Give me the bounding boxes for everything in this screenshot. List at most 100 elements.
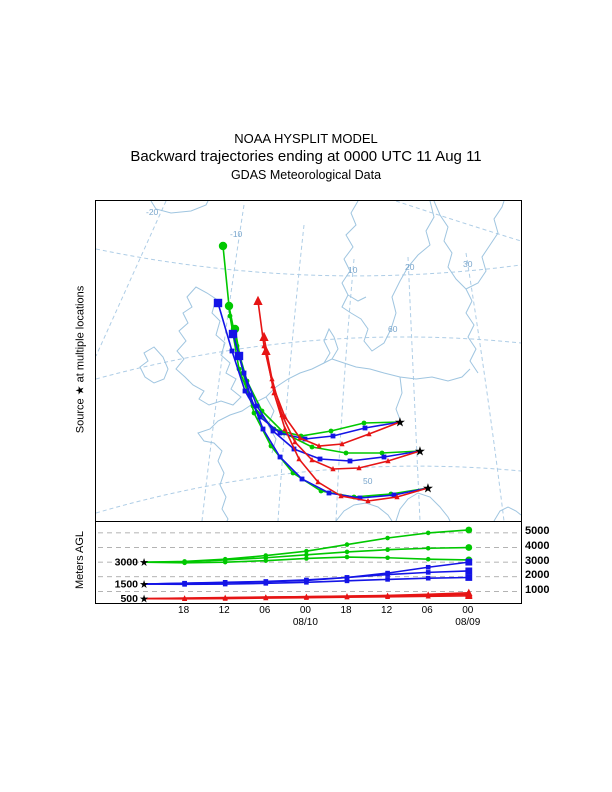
triangle-marker bbox=[259, 331, 269, 341]
triangle-marker bbox=[261, 345, 271, 355]
square-marker bbox=[391, 492, 397, 498]
triangle-marker bbox=[222, 595, 228, 601]
square-marker bbox=[260, 426, 266, 432]
height-profile-panel: 3000 ★ 1500 ★ 500 ★ bbox=[95, 521, 522, 604]
graticule-label: 20 bbox=[405, 262, 415, 272]
triangle-marker bbox=[303, 594, 309, 600]
start-height-label: 500 bbox=[120, 593, 138, 603]
met-data-label: GDAS Meteorological Data bbox=[230, 168, 382, 182]
triangle-marker bbox=[365, 498, 371, 504]
source-star-icon: ★ bbox=[139, 556, 149, 569]
square-marker bbox=[362, 425, 368, 431]
profile-x-axis: 18 12 06 00 18 12 06 00 08/10 08/09 bbox=[95, 605, 535, 633]
square-marker bbox=[228, 329, 238, 339]
square-marker bbox=[425, 564, 431, 570]
trajectory-subtitle: Backward trajectories ending at 0000 UTC… bbox=[130, 148, 482, 165]
source-star-icon: ★ bbox=[139, 578, 149, 591]
x-date-label: 08/10 bbox=[292, 617, 318, 628]
x-tick-label: 18 bbox=[340, 605, 352, 616]
square-marker bbox=[247, 392, 253, 398]
graticule-label: -10 bbox=[230, 229, 243, 239]
square-marker bbox=[270, 428, 276, 434]
triangle-marker bbox=[338, 493, 344, 499]
triangle-marker bbox=[316, 443, 322, 449]
trajectories-layer: ★ ★ ★ bbox=[213, 241, 434, 504]
circle-marker bbox=[328, 428, 334, 434]
square-marker bbox=[465, 567, 473, 575]
source-star-icon: ★ bbox=[139, 593, 149, 603]
triangle-marker bbox=[297, 435, 303, 441]
circle-marker bbox=[425, 530, 431, 536]
square-marker bbox=[242, 388, 248, 394]
circle-marker bbox=[224, 301, 234, 311]
square-marker bbox=[465, 558, 473, 566]
trajectory-map: ★ ★ ★ -20 -10 10 20 30 60 50 bbox=[96, 201, 521, 521]
triangle-marker bbox=[385, 458, 391, 464]
square-marker bbox=[257, 414, 263, 420]
square-marker bbox=[347, 458, 353, 464]
source-star-icon: ★ bbox=[422, 482, 434, 497]
graticule-label: 60 bbox=[388, 324, 398, 334]
source-star-icon: ★ bbox=[414, 445, 426, 460]
circle-marker bbox=[465, 526, 473, 534]
circle-marker bbox=[344, 554, 350, 560]
circle-marker bbox=[385, 555, 390, 561]
title-block: NOAA HYSPLIT MODEL Backward trajectories… bbox=[0, 131, 612, 182]
source-star-icon: ★ bbox=[394, 416, 406, 431]
profile-y-axis-label: Meters AGL bbox=[74, 530, 86, 590]
right-axis-label: 2000 bbox=[525, 569, 550, 582]
x-date-label: 08/09 bbox=[455, 617, 481, 628]
height-profile-plot: 3000 ★1500 ★500 ★ bbox=[98, 526, 519, 603]
triangle-marker bbox=[394, 494, 400, 500]
square-marker bbox=[425, 570, 431, 575]
square-marker bbox=[344, 575, 350, 580]
circle-marker bbox=[251, 410, 257, 416]
square-marker bbox=[425, 575, 431, 581]
circle-marker bbox=[343, 450, 349, 456]
square-marker bbox=[222, 581, 228, 587]
model-title: NOAA HYSPLIT MODEL bbox=[234, 131, 378, 146]
graticule-label: 10 bbox=[348, 265, 358, 275]
triangle-marker bbox=[425, 593, 431, 599]
square-marker bbox=[254, 403, 260, 409]
circle-marker bbox=[425, 545, 431, 551]
circle-marker bbox=[344, 542, 350, 547]
triangle-marker bbox=[339, 441, 345, 447]
square-marker bbox=[234, 351, 244, 361]
circle-marker bbox=[218, 241, 228, 251]
trajectory-map-panel: ★ ★ ★ -20 -10 10 20 30 60 50 bbox=[95, 200, 522, 522]
map-y-axis-label: Source ★ at multiple locations bbox=[74, 285, 87, 434]
square-marker bbox=[465, 574, 473, 581]
x-tick-label: 06 bbox=[259, 605, 271, 616]
triangle-marker bbox=[315, 479, 321, 485]
square-marker bbox=[263, 581, 269, 586]
triangle-marker bbox=[182, 595, 188, 602]
triangle-marker bbox=[309, 457, 315, 463]
triangle-marker bbox=[344, 594, 350, 600]
square-marker bbox=[213, 298, 223, 308]
circle-marker bbox=[222, 559, 228, 565]
circle-marker bbox=[182, 560, 187, 566]
triangle-marker bbox=[296, 456, 302, 462]
triangle-marker bbox=[356, 465, 362, 471]
circle-marker bbox=[304, 556, 309, 561]
circle-marker bbox=[309, 444, 315, 450]
trajectory-1500m-src2 bbox=[232, 333, 421, 462]
x-tick-label: 00 bbox=[299, 605, 311, 616]
graticule-label: 50 bbox=[363, 476, 373, 486]
triangle-marker bbox=[282, 426, 288, 432]
triangle-marker bbox=[253, 295, 263, 305]
circle-marker bbox=[344, 549, 350, 555]
square-marker bbox=[317, 456, 323, 462]
right-axis-label: 3000 bbox=[525, 554, 550, 567]
x-tick-label: 12 bbox=[218, 605, 230, 616]
circle-marker bbox=[304, 552, 309, 558]
square-marker bbox=[304, 577, 309, 583]
square-marker bbox=[277, 430, 283, 436]
triangle-marker bbox=[263, 595, 269, 601]
circle-marker bbox=[385, 547, 390, 553]
graticule-label: -20 bbox=[146, 207, 159, 217]
square-marker bbox=[302, 436, 308, 442]
x-tick-label: 06 bbox=[421, 605, 433, 616]
